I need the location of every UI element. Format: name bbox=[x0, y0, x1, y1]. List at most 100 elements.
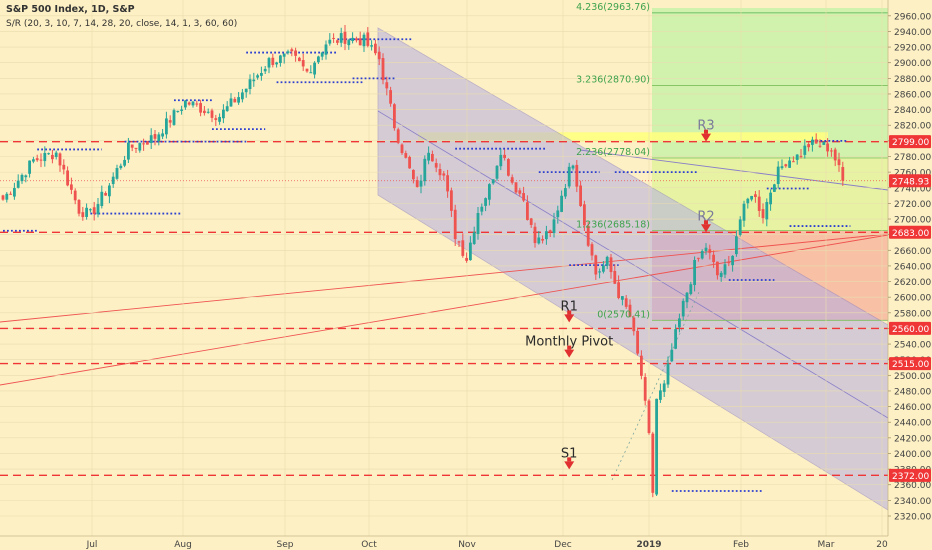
level-labels: 4.236(2963.76) 3.236(2870.90) 2.236(2778.0… bbox=[525, 2, 715, 470]
candle-body bbox=[20, 174, 24, 182]
candle bbox=[294, 47, 297, 62]
candle bbox=[225, 101, 229, 112]
candle-body bbox=[499, 154, 503, 167]
candle-body bbox=[461, 240, 465, 256]
candle bbox=[336, 39, 339, 46]
candle bbox=[814, 133, 818, 144]
candle bbox=[788, 156, 791, 168]
candle bbox=[575, 159, 579, 193]
candle bbox=[507, 158, 510, 177]
candle bbox=[385, 76, 389, 96]
candle bbox=[355, 36, 358, 43]
candle-body bbox=[438, 169, 442, 176]
candle-body bbox=[404, 153, 408, 158]
candle-body bbox=[655, 398, 658, 495]
candle bbox=[408, 155, 411, 169]
price-tag bbox=[889, 321, 931, 335]
candle bbox=[552, 212, 556, 238]
candles bbox=[1, 25, 845, 498]
candle-body bbox=[229, 98, 233, 107]
candle bbox=[62, 159, 66, 175]
candle-body bbox=[39, 159, 43, 161]
candle bbox=[138, 142, 142, 153]
candle-body bbox=[469, 242, 472, 261]
candle bbox=[298, 56, 301, 62]
level-arrow-stem bbox=[567, 457, 572, 462]
candle bbox=[146, 141, 149, 145]
candle bbox=[47, 152, 50, 155]
x-tick-label: Mar bbox=[818, 540, 835, 550]
candle bbox=[389, 86, 392, 107]
candle bbox=[370, 40, 373, 51]
candle-body bbox=[579, 185, 582, 207]
candle bbox=[780, 159, 784, 170]
candle-body bbox=[43, 152, 47, 162]
candle bbox=[149, 128, 153, 150]
candle-body bbox=[434, 163, 438, 168]
candle-body bbox=[632, 317, 636, 332]
candle-body bbox=[153, 134, 157, 139]
y-axis: 2320.002340.002360.002380.002400.002420.… bbox=[887, 0, 932, 550]
candle-body bbox=[89, 209, 92, 211]
y-axis-panel bbox=[888, 0, 932, 550]
candle-body bbox=[830, 150, 833, 152]
candle bbox=[127, 137, 130, 164]
chart-title: S&P 500 Index, 1D, S&P bbox=[6, 4, 135, 15]
candle-body bbox=[370, 45, 373, 47]
candle bbox=[765, 198, 769, 227]
candle bbox=[66, 166, 69, 187]
candle-body bbox=[381, 58, 385, 81]
candle bbox=[351, 32, 354, 44]
candle-body bbox=[146, 142, 149, 145]
candle bbox=[20, 173, 24, 184]
x-tick-label: Nov bbox=[458, 540, 476, 550]
candle-body bbox=[343, 31, 347, 44]
candle-body bbox=[206, 111, 210, 113]
y-tick-label: 2320.00 bbox=[894, 513, 931, 523]
candle bbox=[708, 244, 712, 260]
x-tick-label: 2019 bbox=[636, 540, 661, 550]
candle-body bbox=[393, 104, 396, 129]
candle-body bbox=[176, 110, 180, 112]
candle-body bbox=[750, 195, 753, 200]
candle-body bbox=[818, 145, 822, 147]
r3-highlight-band bbox=[418, 132, 828, 142]
candle-body bbox=[526, 202, 529, 220]
candle-body bbox=[453, 209, 457, 240]
candle bbox=[651, 431, 655, 498]
candle bbox=[822, 141, 826, 145]
candle bbox=[28, 160, 31, 178]
candle-body bbox=[754, 194, 757, 198]
candle-body bbox=[195, 103, 199, 105]
candle-body bbox=[712, 254, 715, 263]
candle-body bbox=[685, 292, 689, 303]
candle bbox=[617, 275, 620, 300]
candle bbox=[157, 132, 161, 146]
candle-body bbox=[184, 100, 187, 108]
candle bbox=[632, 315, 636, 336]
candle-body bbox=[267, 58, 271, 68]
candle-body bbox=[157, 134, 161, 142]
candle bbox=[727, 255, 731, 267]
candle-body bbox=[792, 161, 795, 163]
candle-body bbox=[548, 230, 552, 232]
candle bbox=[636, 327, 639, 356]
level-arrow-icon bbox=[701, 224, 711, 233]
candle bbox=[670, 343, 674, 363]
candle bbox=[807, 142, 810, 152]
candle bbox=[108, 183, 111, 204]
candle-body bbox=[294, 50, 297, 56]
level-label: R3 bbox=[697, 119, 714, 134]
candle-body bbox=[746, 198, 750, 204]
candle-body bbox=[275, 62, 278, 65]
candle bbox=[191, 100, 195, 108]
level-arrow-icon bbox=[701, 133, 711, 142]
candle bbox=[738, 216, 742, 237]
x-tick-label: Oct bbox=[361, 540, 377, 550]
candle-body bbox=[320, 52, 324, 57]
candle-body bbox=[400, 144, 404, 153]
candle-body bbox=[472, 232, 476, 244]
candle-body bbox=[822, 141, 826, 145]
price-tag bbox=[889, 225, 931, 239]
